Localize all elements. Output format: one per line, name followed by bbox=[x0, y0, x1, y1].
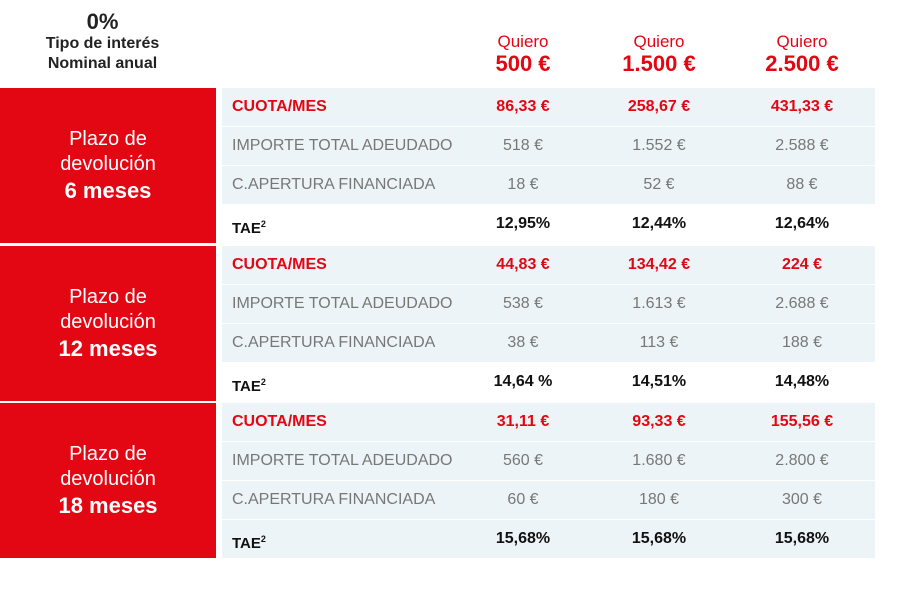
table-row-apertura: C.APERTURA FINANCIADA 18 € 52 € 88 € bbox=[222, 166, 875, 205]
plazo-block-6-meses: Plazo de devolución 6 meses CUOTA/MES 86… bbox=[0, 88, 911, 244]
plazo-label-line2: devolución bbox=[60, 310, 156, 333]
importe-value-1500: 1.613 € bbox=[632, 295, 686, 312]
tae-value-500: 12,95% bbox=[495, 215, 551, 232]
footnote-marker: 2 bbox=[260, 219, 266, 229]
apertura-value-2500: 88 € bbox=[786, 176, 818, 193]
column-header-amount: 2.500 € bbox=[765, 51, 839, 76]
tae-value-1500: 15,68% bbox=[631, 530, 687, 547]
interest-rate-value: 0% bbox=[86, 9, 119, 34]
tae-value-2500: 14,48% bbox=[774, 373, 830, 390]
tae-value-500: 15,68% bbox=[495, 530, 551, 547]
cuota-value-1500: 134,42 € bbox=[627, 256, 691, 273]
table-row-importe: IMPORTE TOTAL ADEUDADO 538 € 1.613 € 2.6… bbox=[222, 285, 875, 324]
row-label-cuota: CUOTA/MES bbox=[232, 98, 327, 115]
importe-value-2500: 2.688 € bbox=[775, 295, 829, 312]
footnote-marker: 2 bbox=[260, 377, 266, 387]
importe-value-2500: 2.588 € bbox=[775, 137, 829, 154]
plazo-block-12-meses: Plazo de devolución 12 meses CUOTA/MES 4… bbox=[0, 246, 911, 402]
plazo-months: 12 meses bbox=[58, 335, 158, 361]
plazo-label-line2: devolución bbox=[60, 467, 156, 490]
apertura-value-2500: 188 € bbox=[781, 334, 823, 351]
table-row-tae: TAE2 14,64 % 14,51% 14,48% bbox=[222, 363, 875, 402]
column-header-prefix: Quiero bbox=[776, 32, 828, 51]
importe-value-500: 538 € bbox=[502, 295, 544, 312]
cuota-value-500: 31,11 € bbox=[496, 413, 550, 430]
importe-value-500: 560 € bbox=[502, 452, 544, 469]
importe-value-2500: 2.800 € bbox=[775, 452, 829, 469]
row-label-importe: IMPORTE TOTAL ADEUDADO bbox=[232, 295, 453, 312]
column-header-amount: 1.500 € bbox=[622, 51, 696, 76]
table-row-cuota: CUOTA/MES 31,11 € 93,33 € 155,56 € bbox=[222, 403, 875, 442]
tae-value-2500: 15,68% bbox=[774, 530, 830, 547]
interest-rate-label-line1: Tipo de interés bbox=[45, 35, 160, 52]
row-label-tae: TAE2 bbox=[232, 534, 266, 552]
row-label-tae: TAE2 bbox=[232, 377, 266, 395]
row-label-apertura: C.APERTURA FINANCIADA bbox=[232, 334, 436, 351]
plazo-months: 18 meses bbox=[58, 492, 158, 518]
plazo-months: 6 meses bbox=[64, 177, 152, 203]
cuota-value-500: 44,83 € bbox=[496, 256, 550, 273]
table-row-tae: TAE2 12,95% 12,44% 12,64% bbox=[222, 205, 875, 244]
plazo-label-box: Plazo de devolución 18 meses bbox=[0, 403, 216, 558]
column-header-500: Quiero 500 € bbox=[448, 32, 598, 76]
table-row-tae: TAE2 15,68% 15,68% 15,68% bbox=[222, 520, 875, 559]
table-row-apertura: C.APERTURA FINANCIADA 60 € 180 € 300 € bbox=[222, 481, 875, 520]
table-row-apertura: C.APERTURA FINANCIADA 38 € 113 € 188 € bbox=[222, 324, 875, 363]
row-label-tae: TAE2 bbox=[232, 219, 266, 237]
row-label-cuota: CUOTA/MES bbox=[232, 256, 327, 273]
plazo-label-line1: Plazo de bbox=[69, 127, 147, 150]
row-label-cuota: CUOTA/MES bbox=[232, 413, 327, 430]
table-row-importe: IMPORTE TOTAL ADEUDADO 560 € 1.680 € 2.8… bbox=[222, 442, 875, 481]
tae-value-1500: 14,51% bbox=[631, 373, 687, 390]
importe-value-1500: 1.552 € bbox=[632, 137, 686, 154]
apertura-value-1500: 113 € bbox=[639, 334, 679, 351]
importe-value-1500: 1.680 € bbox=[632, 452, 686, 469]
tae-value-1500: 12,44% bbox=[631, 215, 687, 232]
importe-value-500: 518 € bbox=[502, 137, 544, 154]
plazo-label-line2: devolución bbox=[60, 152, 156, 175]
column-header-amount: 500 € bbox=[495, 51, 551, 76]
column-header-2500: Quiero 2.500 € bbox=[727, 32, 877, 76]
row-label-importe: IMPORTE TOTAL ADEUDADO bbox=[232, 137, 453, 154]
cuota-value-1500: 93,33 € bbox=[632, 413, 686, 430]
tae-value-500: 14,64 % bbox=[493, 373, 553, 390]
column-header-prefix: Quiero bbox=[497, 32, 549, 51]
apertura-value-500: 18 € bbox=[507, 176, 539, 193]
row-label-apertura: C.APERTURA FINANCIADA bbox=[232, 491, 436, 508]
cuota-value-2500: 224 € bbox=[781, 256, 823, 273]
plazo-label-box: Plazo de devolución 12 meses bbox=[0, 246, 216, 401]
row-label-importe: IMPORTE TOTAL ADEUDADO bbox=[232, 452, 453, 469]
column-header-1500: Quiero 1.500 € bbox=[584, 32, 734, 76]
interest-rate-header: 0% Tipo de interés Nominal anual bbox=[0, 10, 205, 74]
table-row-cuota: CUOTA/MES 86,33 € 258,67 € 431,33 € bbox=[222, 88, 875, 127]
footnote-marker: 2 bbox=[260, 534, 266, 544]
apertura-value-500: 38 € bbox=[507, 334, 539, 351]
column-header-prefix: Quiero bbox=[633, 32, 685, 51]
plazo-block-18-meses: Plazo de devolución 18 meses CUOTA/MES 3… bbox=[0, 403, 911, 559]
plazo-label-line1: Plazo de bbox=[69, 285, 147, 308]
apertura-value-1500: 180 € bbox=[638, 491, 680, 508]
apertura-value-2500: 300 € bbox=[781, 491, 823, 508]
apertura-value-500: 60 € bbox=[507, 491, 539, 508]
tae-value-2500: 12,64% bbox=[774, 215, 830, 232]
cuota-value-2500: 431,33 € bbox=[770, 98, 834, 115]
cuota-value-1500: 258,67 € bbox=[627, 98, 691, 115]
table-row-importe: IMPORTE TOTAL ADEUDADO 518 € 1.552 € 2.5… bbox=[222, 127, 875, 166]
cuota-value-2500: 155,56 € bbox=[770, 413, 834, 430]
plazo-label-line1: Plazo de bbox=[69, 442, 147, 465]
interest-rate-label-line2: Nominal anual bbox=[47, 55, 158, 72]
plazo-label-box: Plazo de devolución 6 meses bbox=[0, 88, 216, 243]
table-row-cuota: CUOTA/MES 44,83 € 134,42 € 224 € bbox=[222, 246, 875, 285]
apertura-value-1500: 52 € bbox=[643, 176, 675, 193]
cuota-value-500: 86,33 € bbox=[496, 98, 550, 115]
row-label-apertura: C.APERTURA FINANCIADA bbox=[232, 176, 436, 193]
